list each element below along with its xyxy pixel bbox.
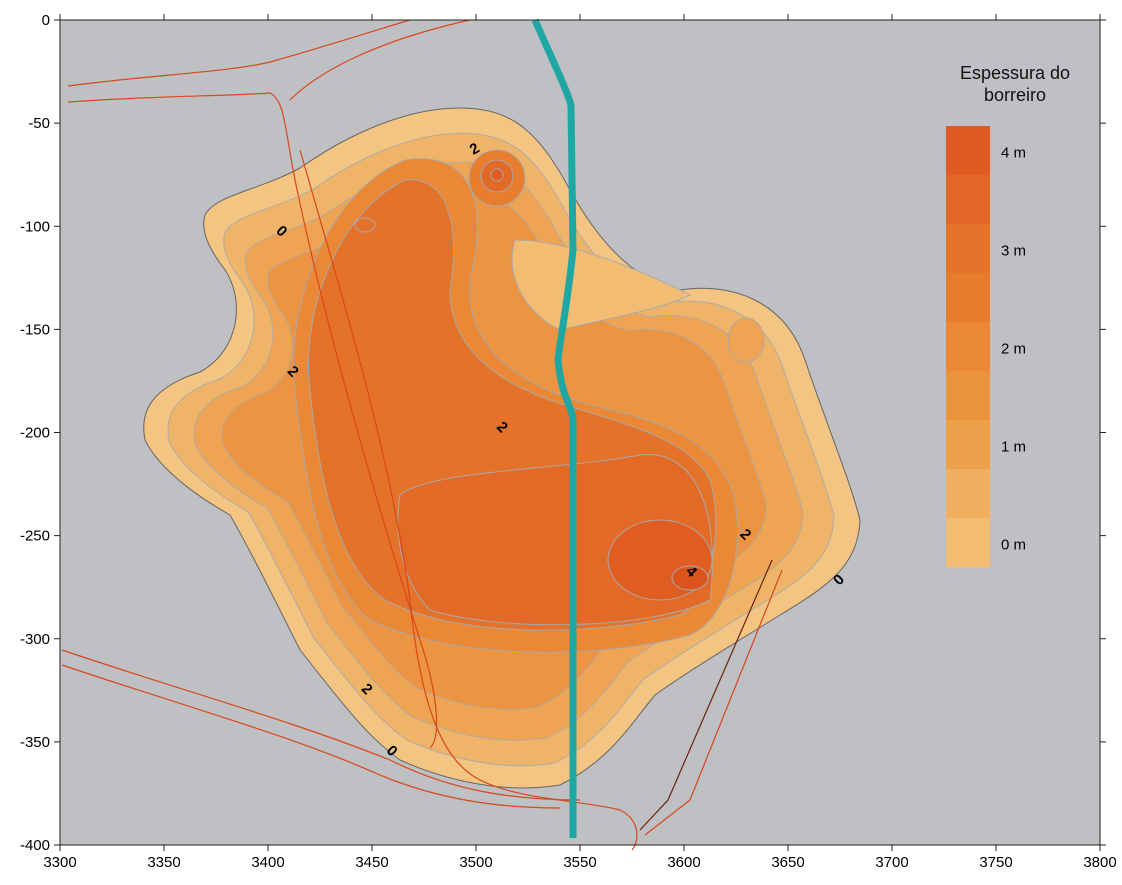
x-tick-label: 3700 xyxy=(875,854,908,871)
x-tick-label: 3800 xyxy=(1083,854,1116,871)
legend-swatch xyxy=(946,175,990,225)
legend-label: 4 m xyxy=(1001,145,1026,162)
y-tick-label: 0 xyxy=(42,12,50,29)
contour-fill xyxy=(355,218,375,232)
page: 3300 3350 3400 3450 3500 3550 3600 3650 3700 3750… xyxy=(0,0,1122,885)
legend-swatch xyxy=(946,126,990,176)
y-tick-label: -100 xyxy=(20,218,50,235)
legend-swatch xyxy=(946,224,990,274)
y-tick-label: -50 xyxy=(28,115,50,132)
legend-label: 2 m xyxy=(1001,341,1026,358)
x-tick-label: 3600 xyxy=(667,854,700,871)
y-tick-label: -400 xyxy=(20,837,50,854)
legend-label: 0 m xyxy=(1001,537,1026,554)
legend-title: Espessura do borreiro xyxy=(930,62,1100,106)
contour-fill xyxy=(491,169,503,181)
map: 3300 3350 3400 3450 3500 3550 3600 3650 3700 3750… xyxy=(0,0,1122,885)
legend-swatch xyxy=(946,322,990,372)
legend-label: 3 m xyxy=(1001,243,1026,260)
x-tick-label: 3500 xyxy=(459,854,492,871)
x-tick-label: 3300 xyxy=(43,854,76,871)
x-tick-label: 3550 xyxy=(563,854,596,871)
legend-swatch xyxy=(946,469,990,519)
y-tick-label: -350 xyxy=(20,734,50,751)
y-tick-label: -200 xyxy=(20,425,50,442)
y-tick-label: -300 xyxy=(20,631,50,648)
x-tick-label: 3650 xyxy=(771,854,804,871)
legend-label: 1 m xyxy=(1001,439,1026,456)
legend-swatch xyxy=(946,273,990,323)
legend-swatch xyxy=(946,420,990,470)
x-tick-label: 3400 xyxy=(251,854,284,871)
y-tick-label: -250 xyxy=(20,528,50,545)
legend-swatch xyxy=(946,518,990,568)
contour-fill xyxy=(728,318,764,362)
x-tick-label: 3350 xyxy=(147,854,180,871)
legend-swatch xyxy=(946,371,990,421)
x-tick-label: 3750 xyxy=(979,854,1012,871)
y-tick-label: -150 xyxy=(20,321,50,338)
x-tick-label: 3450 xyxy=(355,854,388,871)
